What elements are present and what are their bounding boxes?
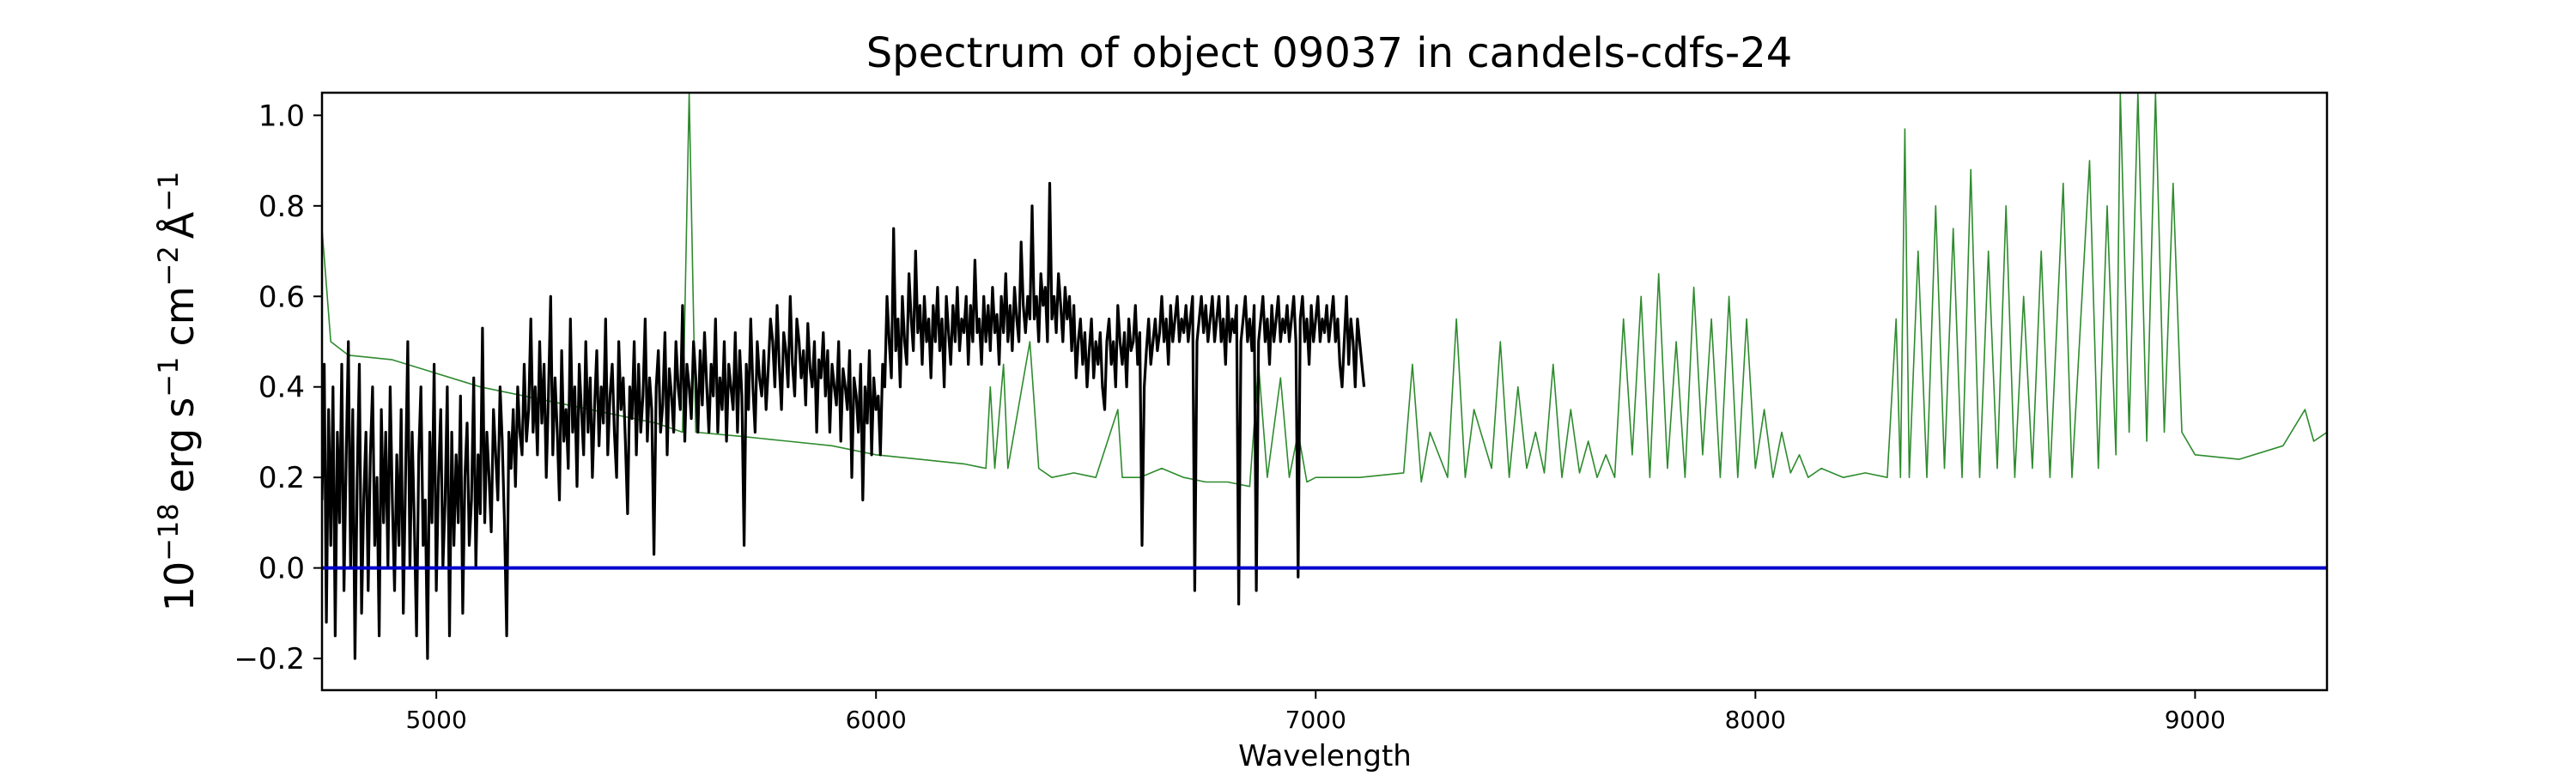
x-tick-label: 6000	[846, 706, 907, 734]
x-tick-label: 5000	[406, 706, 467, 734]
x-axis-ticks: 5000 6000 7000 8000 9000	[406, 690, 2226, 734]
error-series-line	[322, 93, 2327, 488]
y-tick-label: 0.0	[258, 552, 305, 586]
flux-series-line	[322, 181, 1366, 660]
y-tick-label: 0.6	[258, 280, 305, 314]
chart-title: Spectrum of object 09037 in candels-cdfs…	[866, 29, 1793, 77]
plot-lines	[322, 93, 2327, 660]
y-tick-label: 0.8	[258, 190, 305, 224]
y-axis-ticks: −0.2 0.0 0.2 0.4 0.6 0.8 1.0	[234, 99, 322, 676]
y-tick-label: −0.2	[234, 642, 305, 676]
y-tick-label: 0.4	[258, 371, 305, 405]
y-axis-label: 10−18ergs−1cm−2Å−1	[152, 172, 203, 612]
plot-frame	[320, 91, 2329, 692]
x-tick-label: 8000	[1725, 706, 1786, 734]
x-tick-label: 9000	[2165, 706, 2226, 734]
x-tick-label: 7000	[1285, 706, 1346, 734]
y-tick-label: 0.2	[258, 461, 305, 495]
y-tick-label: 1.0	[258, 99, 305, 133]
x-axis-label: Wavelength	[1238, 739, 1412, 773]
